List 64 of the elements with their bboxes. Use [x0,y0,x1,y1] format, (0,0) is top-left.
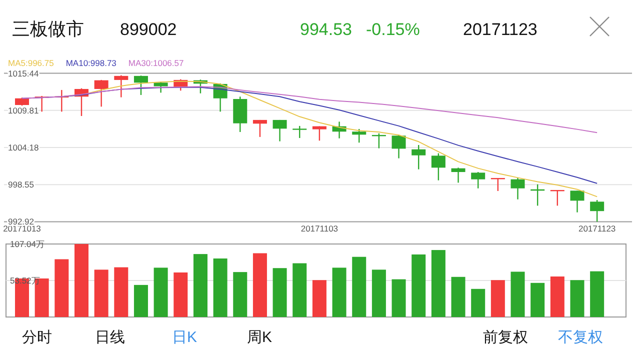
candlestick [431,152,446,181]
text: 日K [172,329,198,346]
candlestick [392,134,406,159]
bar [431,250,446,317]
text: 分时 [22,329,52,346]
text: MA5:996.75 [8,58,54,68]
x-tick-label: 20171103 [300,224,338,234]
bar [392,279,406,317]
bar [193,254,208,317]
candlestick [412,144,426,170]
candlestick [510,177,525,200]
y-tick-label: 1009.81 [8,105,39,116]
bar [412,254,426,317]
bar [174,272,188,317]
chart-title: 三板做市 [12,19,84,39]
bar [272,268,287,317]
text: 不复权 [558,329,603,346]
bar [550,276,564,317]
bar [352,256,366,317]
candlestick [252,119,267,138]
bar [451,276,466,317]
candlestick [570,190,584,213]
bar [252,253,267,317]
bar [134,284,148,317]
text: 周K [247,329,272,346]
candlestick [312,126,326,142]
bar [471,288,486,317]
x-tick-label: 20171123 [578,224,616,234]
text: -0.15% [366,20,420,39]
bar [74,244,88,317]
y-tick-label: 1004.18 [8,142,39,152]
bar [292,263,307,317]
bar [312,280,326,317]
text: 899002 [120,20,177,39]
bar [114,267,128,317]
text: 日线 [95,329,125,346]
bar [154,268,168,317]
bar [233,272,248,317]
bar [590,271,604,317]
text: 20171123 [463,20,538,39]
candlestick [471,171,486,189]
y-tick-label: 998.55 [8,180,34,190]
bar [570,280,584,317]
bar [510,272,525,317]
bar [372,270,386,317]
bar [94,270,108,317]
candlestick [114,74,128,98]
candlestick [94,79,108,108]
bar [530,282,545,317]
bar [490,280,505,317]
candlestick [590,199,604,222]
candlestick [272,119,287,142]
candlestick [292,125,307,139]
x-tick-label: 20171013 [3,224,42,234]
text: MA30:1006.57 [128,58,184,68]
text: 前复权 [483,329,528,346]
text: 994.53 [300,20,352,39]
bar [332,268,346,317]
bar [54,259,69,317]
candlestick [352,128,366,144]
candlestick [451,167,466,184]
text: MA10:998.73 [66,58,117,68]
bar [213,258,228,317]
candlestick [134,75,148,96]
